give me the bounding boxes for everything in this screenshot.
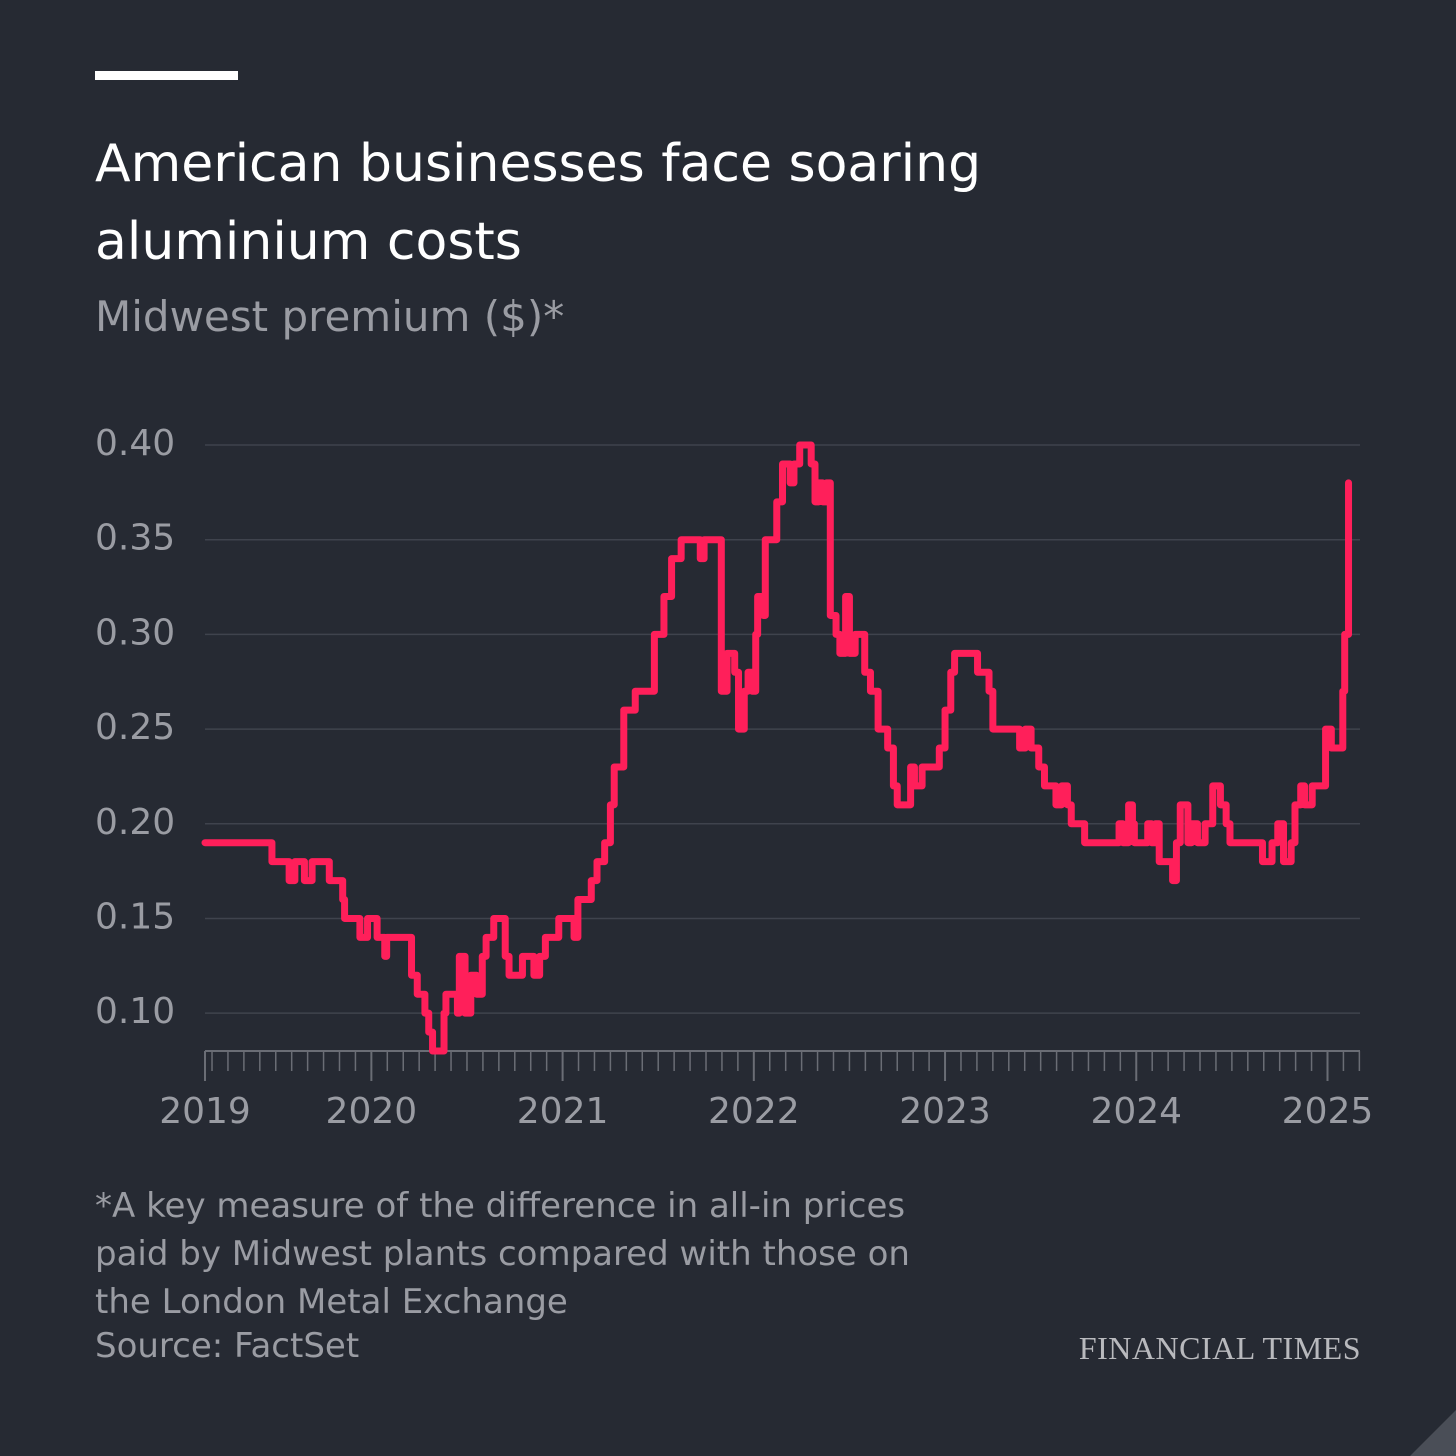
x-tick-label: 2023: [899, 1091, 991, 1132]
chart-title: American businesses face soaring alumini…: [95, 134, 982, 272]
x-tick-label: 2019: [159, 1091, 251, 1132]
source: Source: FactSet: [95, 1326, 360, 1366]
y-tick-label: 0.30: [95, 612, 175, 653]
y-tick-label: 0.40: [95, 423, 175, 464]
top-bar: [95, 71, 238, 80]
y-tick-label: 0.35: [95, 518, 175, 559]
chart: 0.10 0.15 0.20 0.25 0.30 0.35 0.40 2019 2020 2021…: [95, 423, 1374, 1132]
x-tick-label: 2022: [708, 1091, 800, 1132]
brand: FINANCIAL TIMES: [1078, 1330, 1361, 1366]
x-tick-label: 2025: [1282, 1091, 1374, 1132]
corner-mark: [1410, 1410, 1456, 1456]
line: [201, 441, 1353, 1055]
x-tick-label: 2024: [1090, 1091, 1182, 1132]
footnote: *A key measure of the difference in all-…: [95, 1186, 910, 1322]
x-tick-label: 2021: [517, 1091, 609, 1132]
y-tick-label: 0.15: [95, 896, 175, 937]
y-tick-label: 0.10: [95, 991, 175, 1032]
y-tick-label: 0.20: [95, 802, 175, 843]
x-tick-label: 2020: [326, 1091, 418, 1132]
y-tick-label: 0.25: [95, 707, 175, 748]
chart-subtitle: Midwest premium ($)*: [95, 292, 565, 341]
